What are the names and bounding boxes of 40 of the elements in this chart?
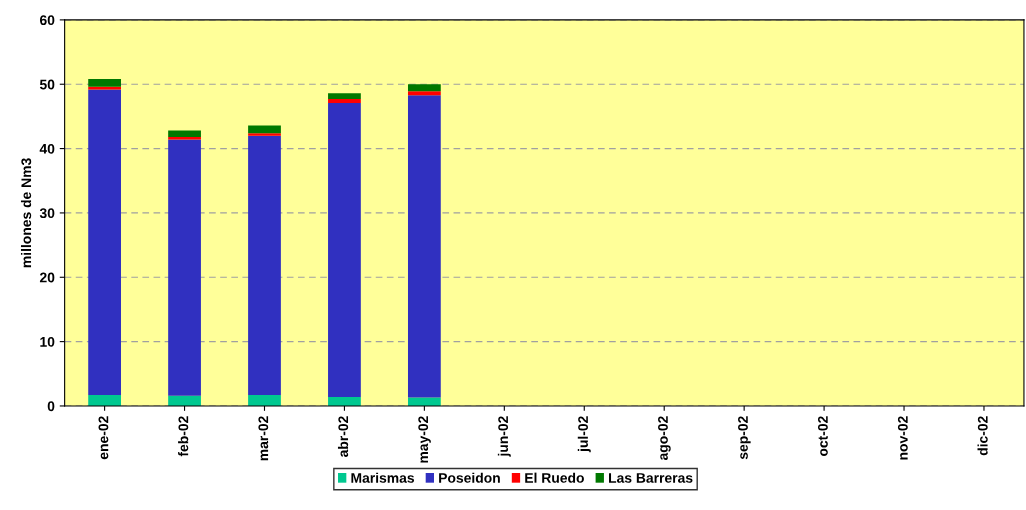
x-tick-label: ene-02 <box>98 416 109 460</box>
bar <box>88 89 121 396</box>
bar <box>248 125 281 134</box>
bar <box>248 395 281 406</box>
bar <box>407 95 441 398</box>
x-tick-label: may-02 <box>418 416 431 463</box>
bar <box>248 133 281 136</box>
y-tick-label: 10 <box>40 336 55 347</box>
legend-label: Marismas <box>351 472 415 483</box>
bar <box>168 137 201 140</box>
bar <box>407 84 441 92</box>
bar <box>88 79 121 87</box>
bar <box>168 130 201 137</box>
x-tick-label: feb-02 <box>178 416 189 457</box>
y-tick-label: 60 <box>39 15 55 26</box>
bar <box>168 139 201 396</box>
bar <box>407 91 441 96</box>
x-tick-label: jun-02 <box>497 416 511 457</box>
legend-label: Las Barreras <box>609 473 693 483</box>
y-tick-label: 50 <box>39 79 55 90</box>
x-tick-label: nov-02 <box>897 416 908 460</box>
bar <box>328 99 361 103</box>
bar <box>88 395 121 406</box>
y-tick-label: 0 <box>47 401 55 412</box>
bar <box>328 93 361 100</box>
x-tick-label: oct-02 <box>817 416 828 457</box>
x-tick-label: sep-02 <box>738 416 751 460</box>
x-tick-label: abr-02 <box>337 416 349 457</box>
y-tick-label: 20 <box>39 272 55 283</box>
x-tick-label: dic-02 <box>977 416 988 456</box>
legend-label: El Ruedo <box>525 472 584 483</box>
y-axis-title: millones de Nm3 <box>20 158 32 268</box>
x-tick-label: mar-02 <box>258 416 269 461</box>
y-tick-label: 40 <box>39 143 55 154</box>
bar <box>248 135 281 396</box>
x-tick-label: ago-02 <box>658 416 671 461</box>
bar <box>328 102 361 397</box>
legend-label: Poseidon <box>439 472 500 483</box>
x-tick-label: jul-02 <box>577 416 591 453</box>
y-tick-label: 30 <box>39 208 55 219</box>
